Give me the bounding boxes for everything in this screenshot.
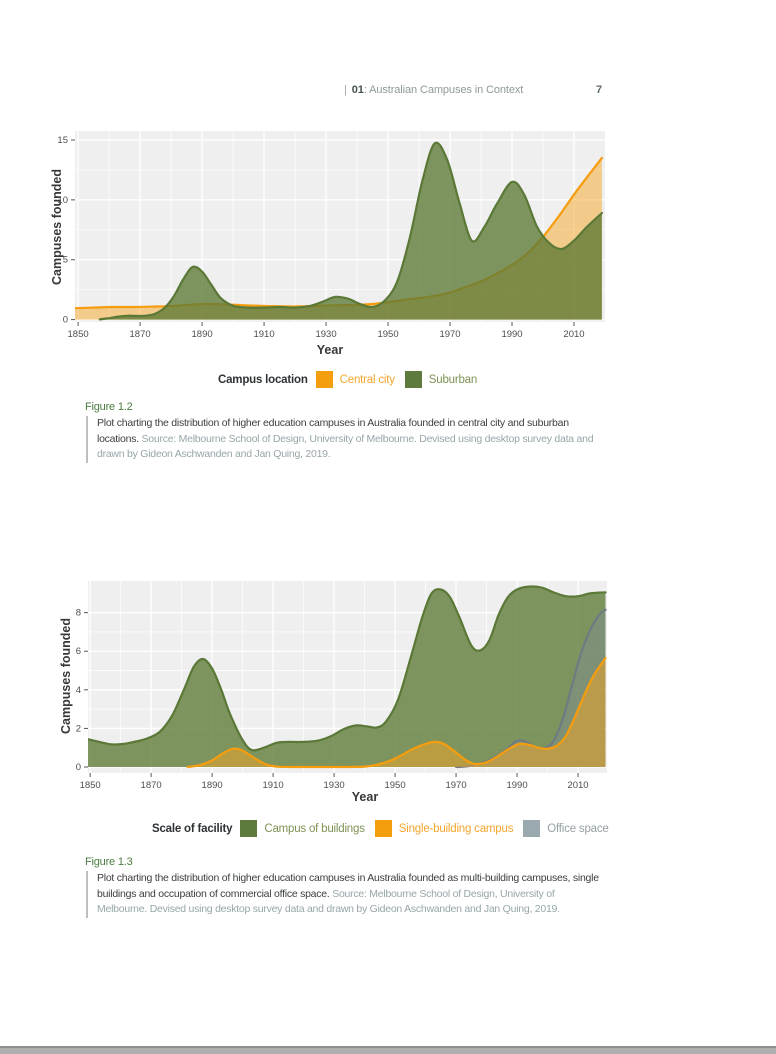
svg-text:1890: 1890 — [202, 780, 223, 791]
svg-text:1990: 1990 — [501, 329, 522, 340]
caption-source: Source: Melbourne School of Design, Univ… — [97, 887, 560, 916]
svg-text:1850: 1850 — [80, 780, 101, 791]
svg-text:2010: 2010 — [563, 329, 584, 340]
office-space-swatch — [523, 820, 541, 837]
legend-label-office-space: Office space — [547, 822, 609, 835]
legend-label-single-building-campus: Single-building campus — [398, 822, 514, 835]
figure-1-3-label: Figure 1.3 — [85, 856, 133, 868]
legend-item: Suburban — [404, 371, 478, 388]
svg-text:1850: 1850 — [68, 329, 89, 340]
figure-1-2-label: Figure 1.2 — [85, 401, 133, 413]
svg-text:1950: 1950 — [377, 329, 398, 340]
legend-item: Single-building campus — [374, 820, 514, 837]
chart2-legend: Scale of facility Campus of buildings Si… — [152, 820, 619, 837]
svg-text:4: 4 — [76, 685, 81, 696]
legend-label-central-city: Central city — [339, 373, 395, 386]
svg-text:2010: 2010 — [567, 780, 588, 791]
chart1-x-axis-title: Year — [316, 343, 344, 357]
svg-text:15: 15 — [57, 135, 68, 146]
svg-text:0: 0 — [76, 762, 81, 773]
caption-text: Plot charting the distribution of higher… — [97, 872, 599, 900]
single-building-campus-swatch — [374, 820, 392, 837]
legend-item: Campus of buildings — [240, 820, 365, 837]
scale-of-facility-density-chart: 1850 1870 1890 1910 1930 1950 1970 1990 2010 0 2 4 6… — [76, 581, 607, 791]
chapter-number: 01 — [351, 84, 364, 96]
svg-text:1990: 1990 — [506, 780, 527, 791]
svg-text:5: 5 — [63, 255, 68, 266]
svg-text:8: 8 — [76, 608, 81, 619]
legend-item: Central city — [315, 371, 395, 388]
central-city-swatch — [315, 371, 333, 388]
svg-text:0: 0 — [63, 315, 68, 326]
campus-location-density-chart: 1850 1870 1890 1910 1930 1950 1970 1990 2010 0 5 10… — [57, 131, 605, 340]
page-number: 7 — [596, 84, 603, 96]
svg-text:1970: 1970 — [445, 780, 466, 791]
suburban-swatch — [404, 371, 422, 388]
campus-of-buildings-swatch — [240, 820, 258, 837]
legend-label-campus-of-buildings: Campus of buildings — [264, 822, 365, 835]
running-header: | 01: Australian Campuses in Context — [344, 84, 523, 96]
chart1-legend: Campus location Central city Suburban — [218, 371, 487, 388]
svg-text:6: 6 — [76, 646, 81, 657]
svg-text:2: 2 — [76, 723, 81, 734]
svg-text:1950: 1950 — [384, 780, 405, 791]
figure-1-3-caption: Plot charting the distribution of higher… — [86, 871, 602, 918]
chapter-title: : Australian Campuses in Context — [363, 84, 524, 96]
svg-text:1910: 1910 — [253, 329, 274, 340]
svg-text:1970: 1970 — [439, 329, 460, 340]
legend-title: Campus location — [218, 373, 308, 386]
figure-1-2-caption: Plot charting the distribution of higher… — [86, 416, 602, 463]
svg-text:1930: 1930 — [315, 329, 336, 340]
legend-title: Scale of facility — [152, 822, 233, 835]
window-bottom-bar — [0, 1046, 776, 1054]
chart2-x-axis-title: Year — [351, 790, 379, 804]
svg-text:1910: 1910 — [263, 780, 284, 791]
svg-text:1870: 1870 — [130, 329, 151, 340]
caption-source: Source: Melbourne School of Design, Univ… — [97, 432, 594, 461]
caption-text: Plot charting the distribution of higher… — [97, 417, 569, 445]
svg-text:1890: 1890 — [192, 329, 213, 340]
svg-text:10: 10 — [57, 195, 68, 206]
header-divider: | — [344, 84, 347, 96]
svg-text:1930: 1930 — [324, 780, 345, 791]
legend-label-suburban: Suburban — [428, 373, 478, 386]
svg-text:1870: 1870 — [141, 780, 162, 791]
legend-item: Office space — [523, 820, 609, 837]
